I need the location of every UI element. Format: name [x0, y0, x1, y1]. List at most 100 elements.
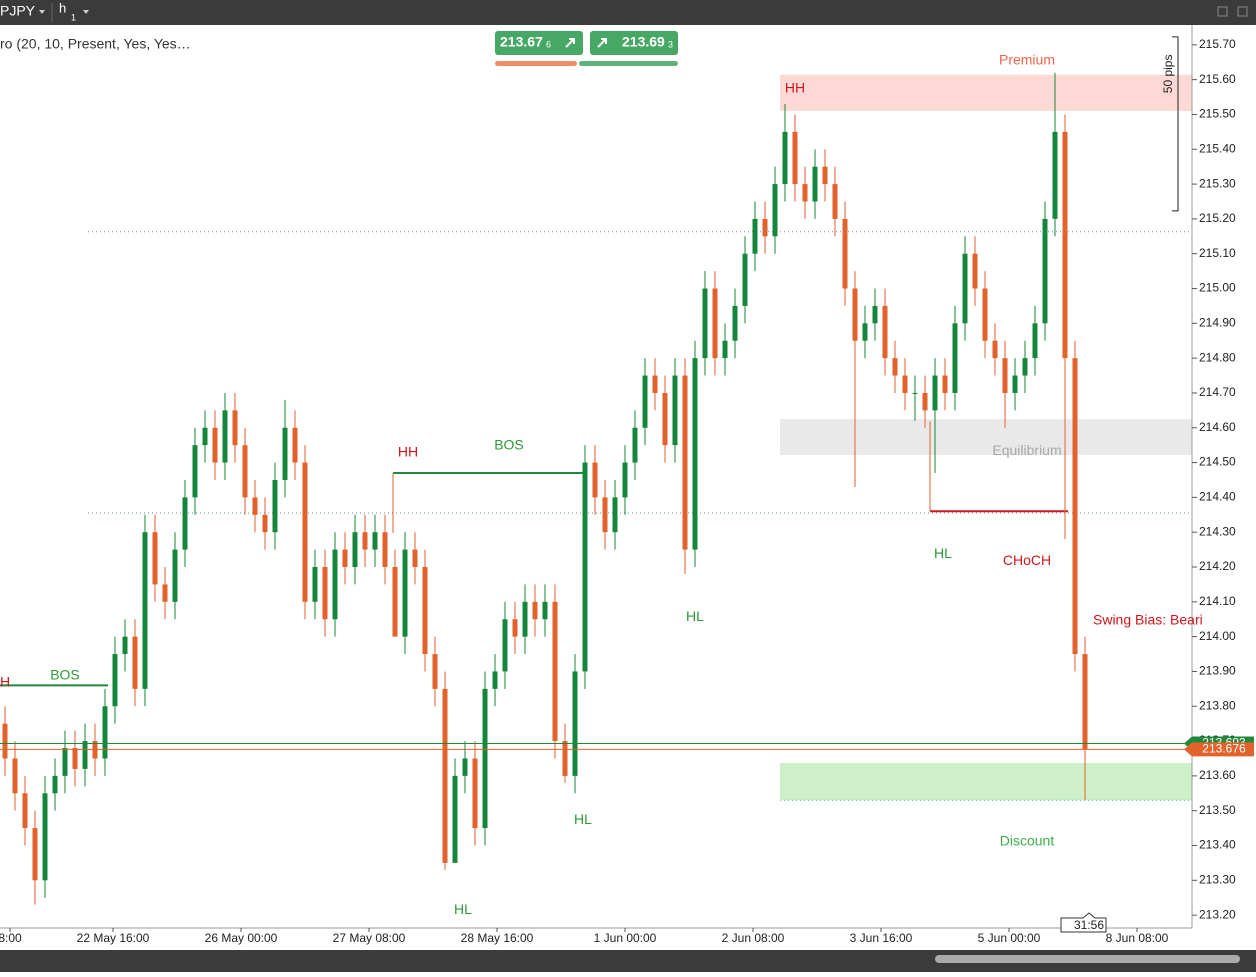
candle-body — [862, 323, 868, 341]
candle-body — [252, 497, 258, 515]
annotation: BOS — [50, 667, 80, 683]
candle-body — [512, 619, 518, 637]
dropdown-icon[interactable] — [39, 10, 45, 14]
annotation: Equilibrium — [992, 442, 1061, 458]
arrow-icon — [565, 38, 575, 48]
buy-price: 213.69 — [622, 34, 665, 50]
candle-body — [452, 775, 458, 863]
y-tick-label: 214.20 — [1199, 559, 1236, 573]
candle-body — [212, 427, 218, 463]
candle-body — [942, 375, 948, 393]
candle-body — [552, 601, 558, 742]
x-tick-label: 8 Jun 08:00 — [1106, 931, 1169, 945]
symbol[interactable]: PJPY — [0, 3, 36, 19]
x-tick-label: 8:00 — [0, 931, 22, 945]
x-tick-label: 5 Jun 00:00 — [978, 931, 1041, 945]
candle-body — [382, 532, 388, 568]
candle-body — [692, 358, 698, 550]
candle-body — [182, 497, 188, 550]
candle-body — [1052, 131, 1058, 219]
candle-body — [392, 567, 398, 637]
candle-body — [542, 601, 548, 620]
candle-body — [1042, 218, 1048, 324]
candle-body — [332, 549, 338, 620]
candle-body — [82, 741, 88, 769]
candle-body — [622, 462, 628, 498]
candle-body — [892, 358, 898, 376]
candle-body — [22, 793, 28, 829]
candle-body — [1032, 323, 1038, 359]
dropdown-icon[interactable] — [83, 10, 89, 14]
candle-body — [462, 758, 468, 776]
x-tick-label: 3 Jun 16:00 — [850, 931, 913, 945]
y-tick-label: 213.90 — [1199, 664, 1236, 678]
x-tick-label: 28 May 16:00 — [461, 931, 534, 945]
y-tick-label: 215.60 — [1199, 72, 1236, 86]
candle-body — [702, 288, 708, 359]
annotation: BOS — [494, 437, 524, 453]
detach-icon[interactable] — [1217, 6, 1228, 17]
candle-body — [522, 601, 528, 637]
candle-body — [272, 479, 278, 533]
candle-body — [562, 741, 568, 776]
buy-bar — [579, 61, 678, 66]
candle-body — [12, 758, 18, 794]
candle-body — [612, 497, 618, 533]
x-tick-label: 27 May 08:00 — [333, 931, 406, 945]
candle-body — [672, 375, 678, 446]
y-tick-label: 215.50 — [1199, 107, 1236, 121]
y-tick-label: 215.40 — [1199, 141, 1236, 155]
bid-tag — [1184, 742, 1254, 757]
sell-bar — [495, 61, 577, 66]
timeframe-sub: 1 — [71, 12, 76, 22]
candle-body — [712, 288, 718, 359]
candle-body — [232, 410, 238, 446]
candle-body — [302, 462, 308, 602]
arrow-icon — [597, 38, 607, 48]
y-tick-label: 214.50 — [1199, 455, 1236, 469]
candle-body — [312, 567, 318, 602]
candle-body — [602, 497, 608, 533]
candle-body — [32, 828, 38, 881]
candle-body — [582, 462, 588, 672]
candle-body — [902, 375, 908, 393]
candle-body — [422, 567, 428, 655]
candle-body — [732, 305, 738, 341]
candle-body — [652, 375, 658, 393]
candle-body — [872, 305, 878, 324]
buy-button[interactable] — [590, 31, 678, 55]
candle-body — [842, 218, 848, 289]
y-tick-label: 213.80 — [1199, 698, 1236, 712]
x-tick-label: 1 Jun 00:00 — [594, 931, 657, 945]
annotation: CHoCH — [1003, 552, 1051, 568]
candle-body — [912, 392, 918, 394]
annotation: HL — [574, 811, 592, 827]
y-tick-label: 214.00 — [1199, 629, 1236, 643]
candle-body — [1012, 375, 1018, 393]
annotation: Discount — [1000, 833, 1055, 849]
candle-body — [282, 427, 288, 480]
timeframe[interactable]: h — [59, 0, 66, 15]
candle-body — [342, 549, 348, 568]
candle-body — [372, 532, 378, 550]
y-tick-label: 214.10 — [1199, 594, 1236, 608]
countdown-box — [1060, 912, 1107, 933]
plot-area — [0, 72, 1192, 905]
annotation: H — [0, 674, 10, 690]
maximize-icon[interactable] — [1237, 6, 1248, 17]
y-tick-label: 213.50 — [1199, 803, 1236, 817]
annotation: HL — [686, 608, 704, 624]
candle-body — [472, 758, 478, 829]
candle-body — [1072, 358, 1078, 655]
zone — [780, 419, 1192, 455]
candle-body — [102, 706, 108, 759]
annotation: Premium — [999, 52, 1055, 68]
candle-body — [122, 636, 128, 655]
candle-body — [242, 445, 248, 498]
candle-body — [362, 532, 368, 550]
y-tick-label: 214.80 — [1199, 350, 1236, 364]
scrollbar[interactable] — [935, 955, 1240, 963]
candle-body — [42, 793, 48, 881]
candle-body — [492, 671, 498, 689]
sell-button[interactable] — [495, 31, 583, 55]
